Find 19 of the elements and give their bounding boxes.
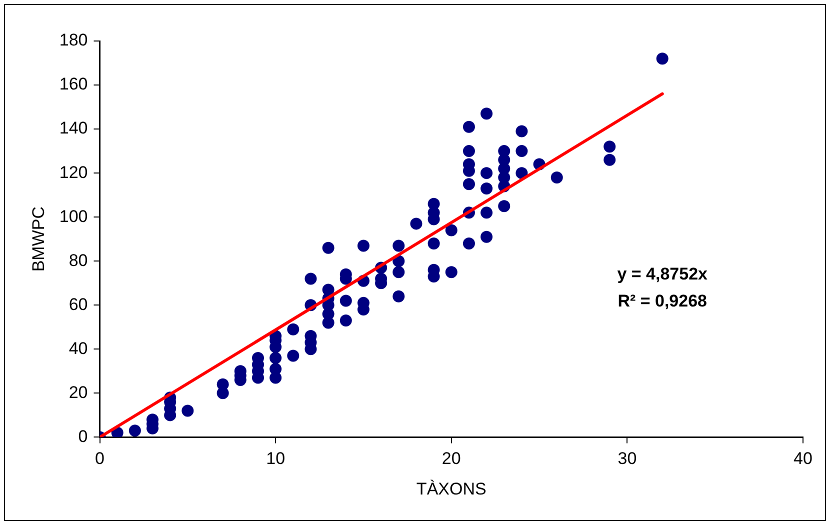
y-tick-label: 80 <box>68 250 88 270</box>
y-tick-label: 40 <box>68 338 88 358</box>
y-tick-label: 60 <box>68 294 88 314</box>
x-tick-label: 10 <box>266 449 286 468</box>
y-tick-label: 20 <box>68 382 88 402</box>
y-tick-label: 0 <box>78 426 88 446</box>
y-tick-label: 120 <box>59 162 88 182</box>
annotation: R² = 0,9268 <box>618 291 708 310</box>
x-tick-label: 0 <box>95 449 104 468</box>
y-tick-label: 160 <box>59 74 88 94</box>
x-axis-title: TÀXONS <box>416 479 486 498</box>
y-tick-label: 140 <box>59 118 88 138</box>
x-tick-label: 40 <box>794 449 812 468</box>
y-tick-label: 100 <box>59 206 88 226</box>
annotation: y = 4,8752x <box>617 264 708 284</box>
y-axis-title: BMWPC <box>28 206 48 272</box>
y-tick-label: 180 <box>59 30 88 50</box>
x-tick-label: 30 <box>618 449 637 468</box>
x-tick-label: 20 <box>442 449 461 468</box>
